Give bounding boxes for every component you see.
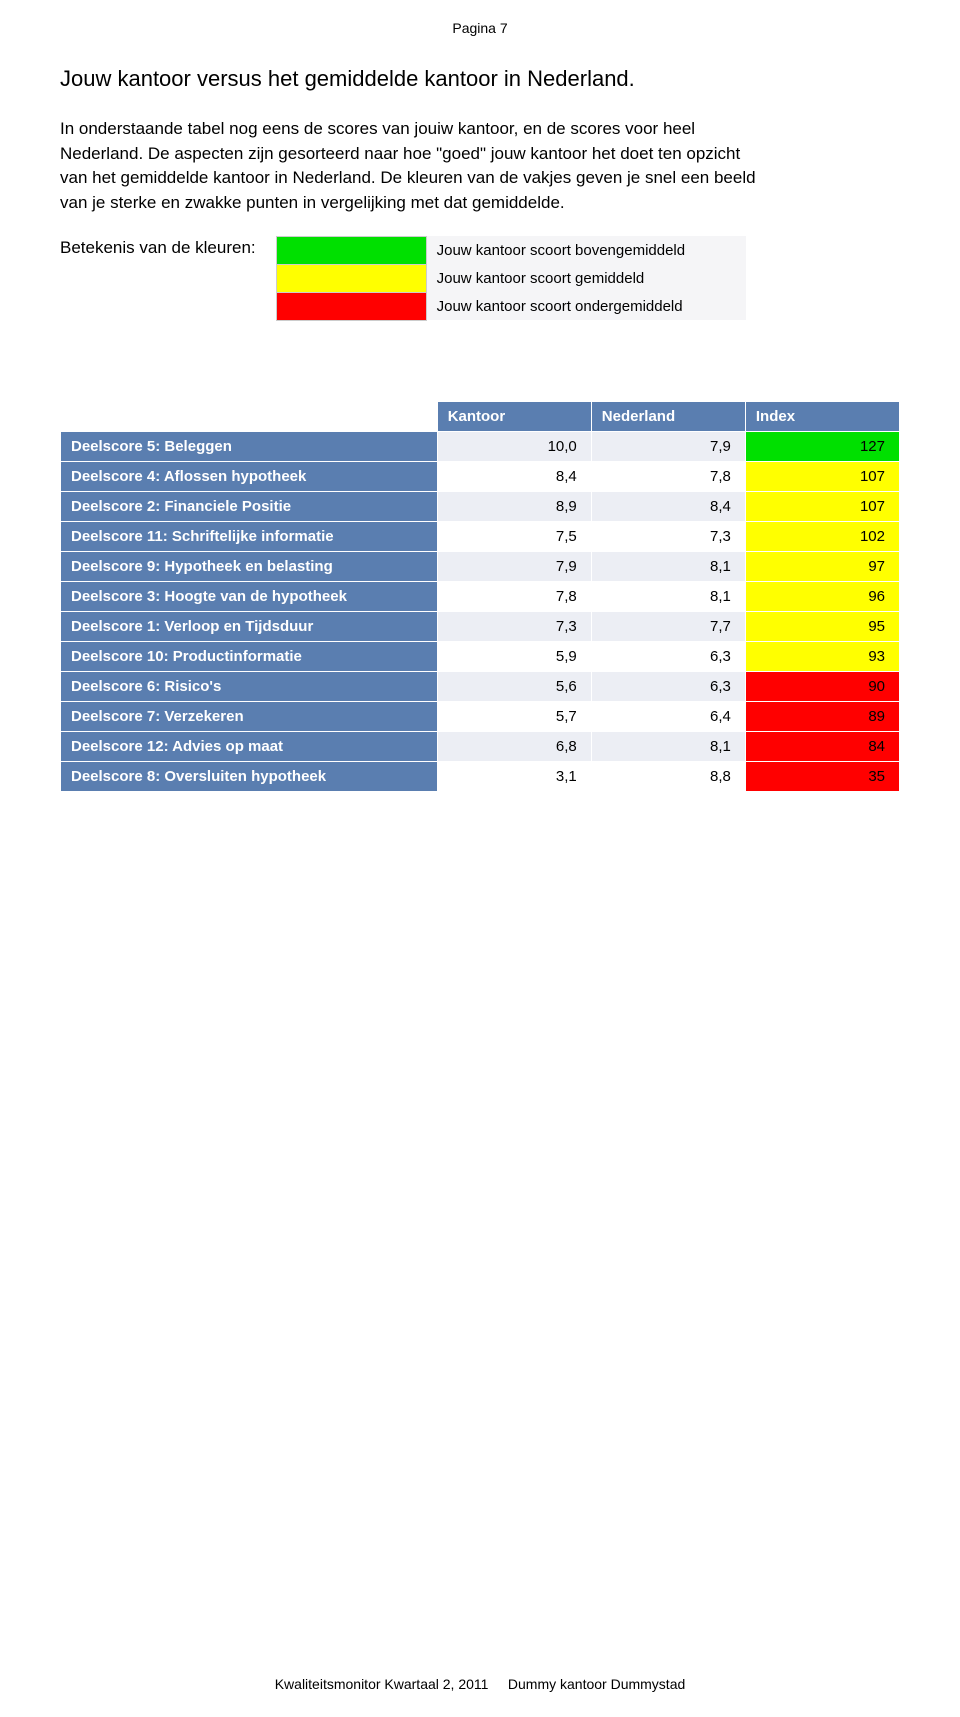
row-index: 102 (745, 521, 899, 551)
row-name: Deelscore 12: Advies op maat (61, 731, 438, 761)
row-kantoor: 7,3 (437, 611, 591, 641)
row-name: Deelscore 2: Financiele Positie (61, 491, 438, 521)
row-index: 35 (745, 761, 899, 791)
row-name: Deelscore 8: Oversluiten hypotheek (61, 761, 438, 791)
row-index: 107 (745, 461, 899, 491)
legend-swatch (276, 292, 426, 320)
table-row: Deelscore 9: Hypotheek en belasting7,98,… (61, 551, 900, 581)
header-kantoor: Kantoor (437, 401, 591, 431)
legend-text: Jouw kantoor scoort ondergemiddeld (426, 292, 746, 320)
row-index: 90 (745, 671, 899, 701)
row-kantoor: 7,5 (437, 521, 591, 551)
header-empty (61, 401, 438, 431)
header-index: Index (745, 401, 899, 431)
legend-table: Jouw kantoor scoort bovengemiddeldJouw k… (276, 236, 747, 321)
row-nederland: 7,7 (591, 611, 745, 641)
legend-row: Jouw kantoor scoort gemiddeld (276, 264, 746, 292)
legend-swatch (276, 264, 426, 292)
row-kantoor: 8,4 (437, 461, 591, 491)
row-kantoor: 3,1 (437, 761, 591, 791)
intro-paragraph: In onderstaande tabel nog eens de scores… (60, 117, 760, 216)
table-row: Deelscore 3: Hoogte van de hypotheek7,88… (61, 581, 900, 611)
row-nederland: 6,3 (591, 671, 745, 701)
row-nederland: 7,9 (591, 431, 745, 461)
row-kantoor: 8,9 (437, 491, 591, 521)
table-row: Deelscore 12: Advies op maat6,88,184 (61, 731, 900, 761)
page-title: Jouw kantoor versus het gemiddelde kanto… (60, 66, 900, 92)
legend-row: Jouw kantoor scoort ondergemiddeld (276, 292, 746, 320)
row-name: Deelscore 5: Beleggen (61, 431, 438, 461)
row-index: 95 (745, 611, 899, 641)
row-index: 89 (745, 701, 899, 731)
row-index: 107 (745, 491, 899, 521)
row-nederland: 8,1 (591, 581, 745, 611)
table-row: Deelscore 5: Beleggen10,07,9127 (61, 431, 900, 461)
footer-right: Dummy kantoor Dummystad (508, 1676, 685, 1692)
row-kantoor: 6,8 (437, 731, 591, 761)
row-index: 96 (745, 581, 899, 611)
row-kantoor: 10,0 (437, 431, 591, 461)
row-nederland: 6,4 (591, 701, 745, 731)
table-row: Deelscore 4: Aflossen hypotheek8,47,8107 (61, 461, 900, 491)
page-number: Pagina 7 (60, 20, 900, 36)
row-kantoor: 5,7 (437, 701, 591, 731)
row-name: Deelscore 9: Hypotheek en belasting (61, 551, 438, 581)
legend-block: Betekenis van de kleuren: Jouw kantoor s… (60, 236, 900, 321)
table-row: Deelscore 8: Oversluiten hypotheek3,18,8… (61, 761, 900, 791)
row-name: Deelscore 6: Risico's (61, 671, 438, 701)
row-name: Deelscore 10: Productinformatie (61, 641, 438, 671)
legend-row: Jouw kantoor scoort bovengemiddeld (276, 236, 746, 264)
row-nederland: 7,3 (591, 521, 745, 551)
row-nederland: 8,4 (591, 491, 745, 521)
row-kantoor: 7,8 (437, 581, 591, 611)
page-container: Pagina 7 Jouw kantoor versus het gemidde… (0, 0, 960, 792)
table-row: Deelscore 7: Verzekeren5,76,489 (61, 701, 900, 731)
page-footer: Kwaliteitsmonitor Kwartaal 2, 2011 Dummy… (0, 1676, 960, 1692)
table-row: Deelscore 10: Productinformatie5,96,393 (61, 641, 900, 671)
table-row: Deelscore 6: Risico's5,66,390 (61, 671, 900, 701)
score-table: Kantoor Nederland Index Deelscore 5: Bel… (60, 401, 900, 792)
row-kantoor: 7,9 (437, 551, 591, 581)
table-row: Deelscore 11: Schriftelijke informatie7,… (61, 521, 900, 551)
legend-label: Betekenis van de kleuren: (60, 236, 256, 321)
row-index: 84 (745, 731, 899, 761)
row-name: Deelscore 3: Hoogte van de hypotheek (61, 581, 438, 611)
row-nederland: 8,8 (591, 761, 745, 791)
row-nederland: 8,1 (591, 731, 745, 761)
row-kantoor: 5,9 (437, 641, 591, 671)
row-nederland: 7,8 (591, 461, 745, 491)
table-row: Deelscore 2: Financiele Positie8,98,4107 (61, 491, 900, 521)
header-nederland: Nederland (591, 401, 745, 431)
row-name: Deelscore 7: Verzekeren (61, 701, 438, 731)
row-kantoor: 5,6 (437, 671, 591, 701)
row-name: Deelscore 4: Aflossen hypotheek (61, 461, 438, 491)
footer-left: Kwaliteitsmonitor Kwartaal 2, 2011 (275, 1676, 489, 1692)
row-index: 93 (745, 641, 899, 671)
legend-text: Jouw kantoor scoort bovengemiddeld (426, 236, 746, 264)
row-nederland: 8,1 (591, 551, 745, 581)
row-nederland: 6,3 (591, 641, 745, 671)
table-row: Deelscore 1: Verloop en Tijdsduur7,37,79… (61, 611, 900, 641)
row-name: Deelscore 11: Schriftelijke informatie (61, 521, 438, 551)
row-index: 127 (745, 431, 899, 461)
legend-swatch (276, 236, 426, 264)
row-index: 97 (745, 551, 899, 581)
row-name: Deelscore 1: Verloop en Tijdsduur (61, 611, 438, 641)
legend-text: Jouw kantoor scoort gemiddeld (426, 264, 746, 292)
